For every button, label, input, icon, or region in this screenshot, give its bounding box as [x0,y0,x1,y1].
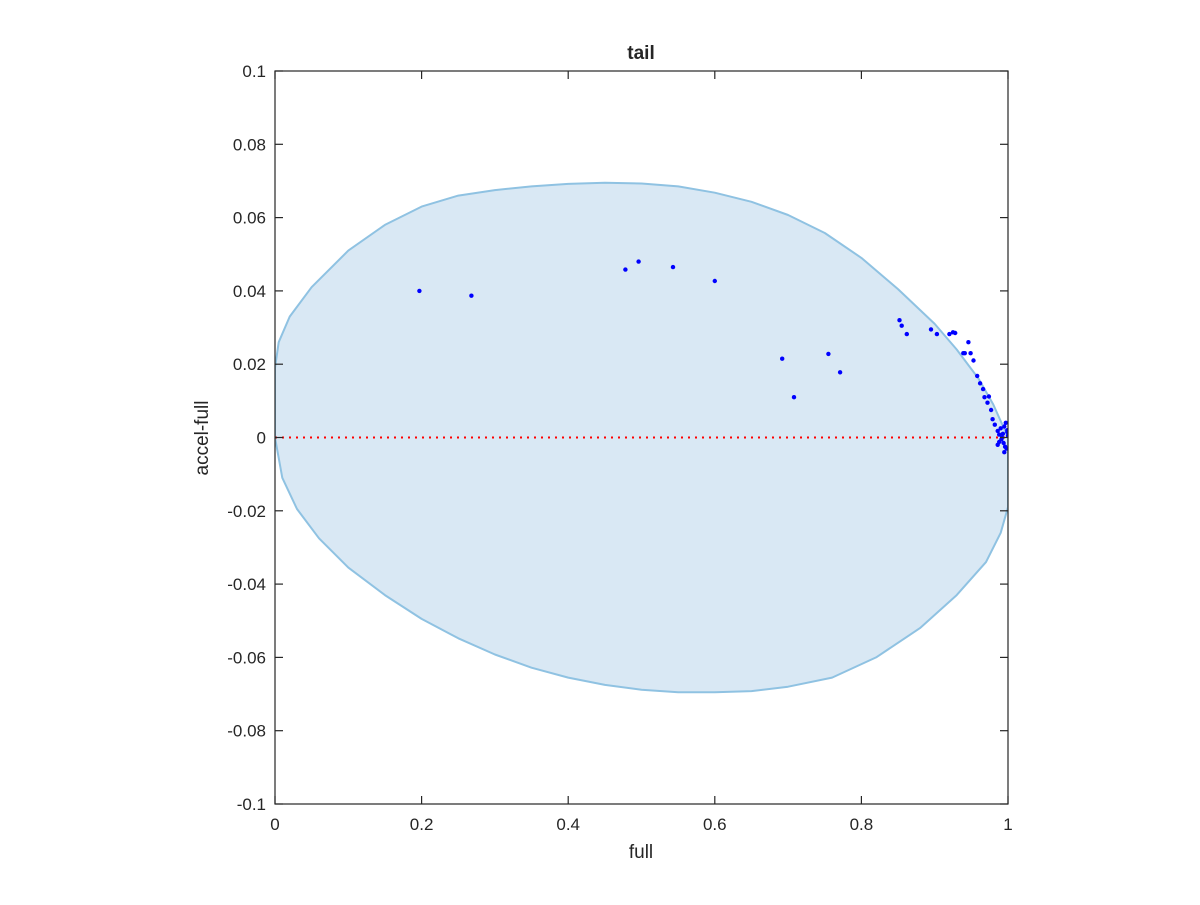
data-point [1004,446,1008,451]
y-tick-label: 0.02 [233,355,266,374]
y-axis-label: accel-full [192,401,213,476]
data-point [670,264,676,270]
y-tick-label: 0 [257,429,266,448]
data-point [636,259,641,264]
data-point [995,428,1000,434]
data-point [712,278,717,284]
data-point [904,331,909,337]
data-point [985,400,990,405]
data-point [417,288,422,294]
data-point [934,331,940,337]
data-point [623,267,628,272]
data-point [928,327,934,332]
y-tick-label: -0.02 [227,502,266,521]
data-point [1001,440,1006,446]
data-point [1003,420,1008,425]
y-tick-label: 0.06 [233,209,266,228]
data-point [998,426,1003,431]
x-axis-label: full [629,842,653,863]
y-tick-label: 0.08 [233,135,266,154]
y-tick-label: -0.06 [227,648,266,667]
data-point [1002,424,1007,429]
x-tick-label: 0 [270,815,279,834]
data-point [1005,428,1008,433]
plot-clip-group [275,181,1008,694]
data-point [469,293,474,298]
data-point [947,331,952,337]
data-point [1000,431,1006,436]
y-tick-label: -0.1 [237,795,266,814]
y-tick-label: -0.04 [227,575,266,594]
data-point [837,370,843,375]
data-point [966,340,971,345]
data-point [977,381,983,386]
data-point [988,407,994,413]
confidence-region [275,181,1008,694]
plot-area [275,181,1008,694]
y-tick-label: 0.04 [233,282,266,301]
data-point [962,351,967,356]
chart-title: tail [627,43,654,64]
data-point [975,373,980,379]
x-tick-label: 1 [1003,815,1012,834]
data-point [953,330,958,336]
data-point [986,394,992,399]
data-point [968,351,973,356]
data-point [780,356,785,361]
data-point [791,395,797,400]
data-point [971,358,976,363]
data-point [982,395,987,400]
x-tick-label: 0.6 [703,815,727,834]
x-tick-label: 0.8 [850,815,874,834]
data-point [997,432,1002,437]
data-point [990,417,995,422]
y-tick-label: 0.1 [242,62,266,81]
labels: tail full accel-full [192,43,655,863]
data-point [995,442,1000,447]
x-tick-label: 0.4 [556,815,580,834]
y-tick-label: -0.08 [227,722,266,741]
x-tick-label: 0.2 [410,815,434,834]
data-point [980,386,986,392]
data-point [899,323,904,328]
data-point [992,422,997,427]
data-point [897,318,902,323]
data-point [1002,450,1007,455]
axes: 0 0.2 0.4 0.6 0.8 1 0.1 0.08 0.06 0.04 0.02 0 -0.02 -… [227,62,1012,834]
data-point [826,351,831,357]
